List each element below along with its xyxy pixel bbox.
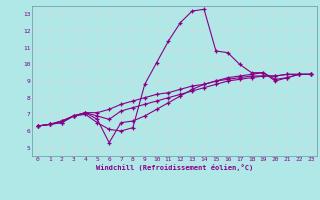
X-axis label: Windchill (Refroidissement éolien,°C): Windchill (Refroidissement éolien,°C) <box>96 164 253 171</box>
